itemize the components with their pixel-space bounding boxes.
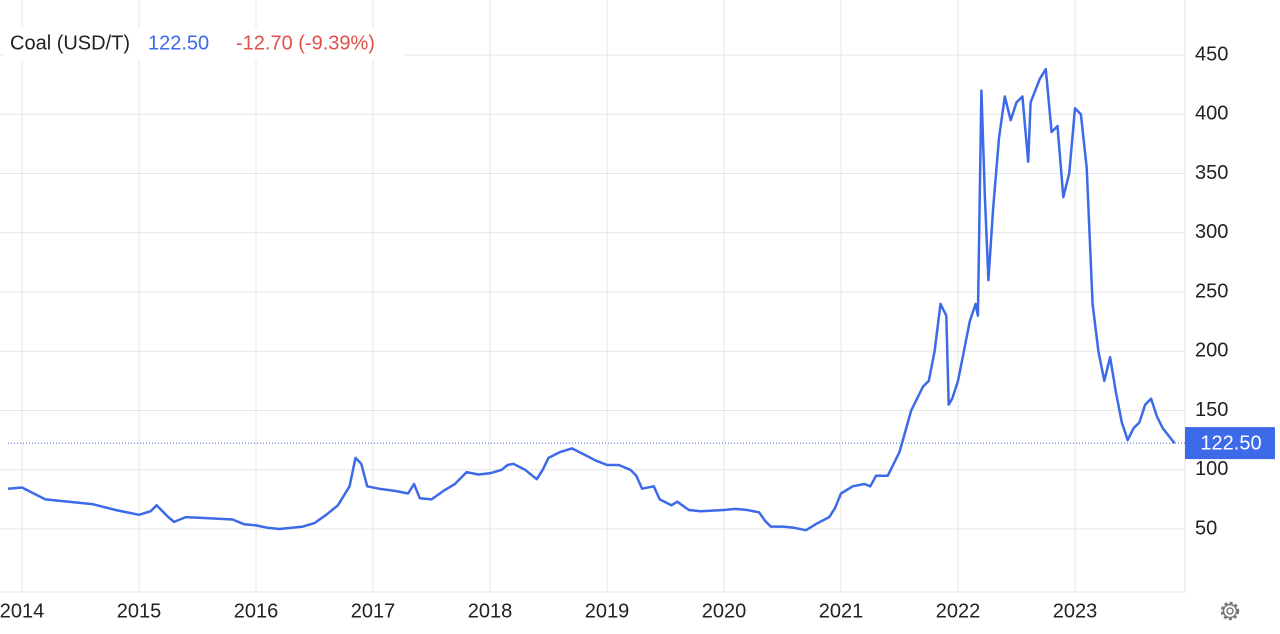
y-tick-label: 350: [1195, 162, 1228, 184]
y-tick-label: 150: [1195, 399, 1228, 421]
x-tick-label: 2021: [819, 600, 864, 622]
x-tick-label: 2022: [936, 600, 981, 622]
change: -12.70 (-9.39%): [236, 32, 375, 54]
x-tick-label: 2014: [0, 600, 44, 622]
y-tick-label: 50: [1195, 517, 1217, 539]
last-value: 122.50: [148, 32, 209, 54]
x-tick-label: 2023: [1053, 600, 1098, 622]
x-tick-label: 2020: [702, 600, 747, 622]
x-tick-label: 2018: [468, 600, 513, 622]
settings-icon[interactable]: [1220, 601, 1240, 621]
y-tick-label: 100: [1195, 458, 1228, 480]
y-tick-label: 200: [1195, 340, 1228, 362]
y-tick-label: 400: [1195, 103, 1228, 125]
last-value-label: 122.50: [1200, 432, 1261, 454]
header-bg: [4, 28, 404, 60]
last-value-box: [1185, 427, 1275, 460]
x-tick-label: 2017: [351, 600, 396, 622]
chart-title: Coal (USD/T): [10, 32, 130, 54]
y-tick-label: 300: [1195, 221, 1228, 243]
y-tick-label: 450: [1195, 43, 1228, 65]
y-tick-label: 250: [1195, 280, 1228, 302]
x-tick-label: 2015: [117, 600, 162, 622]
x-tick-label: 2019: [585, 600, 630, 622]
x-tick-label: 2016: [234, 600, 279, 622]
plot: 50 100 150 200 250 300 350 400 450 2014 2015 2016 20…: [0, 0, 1275, 622]
series-line: [7, 67, 1176, 532]
